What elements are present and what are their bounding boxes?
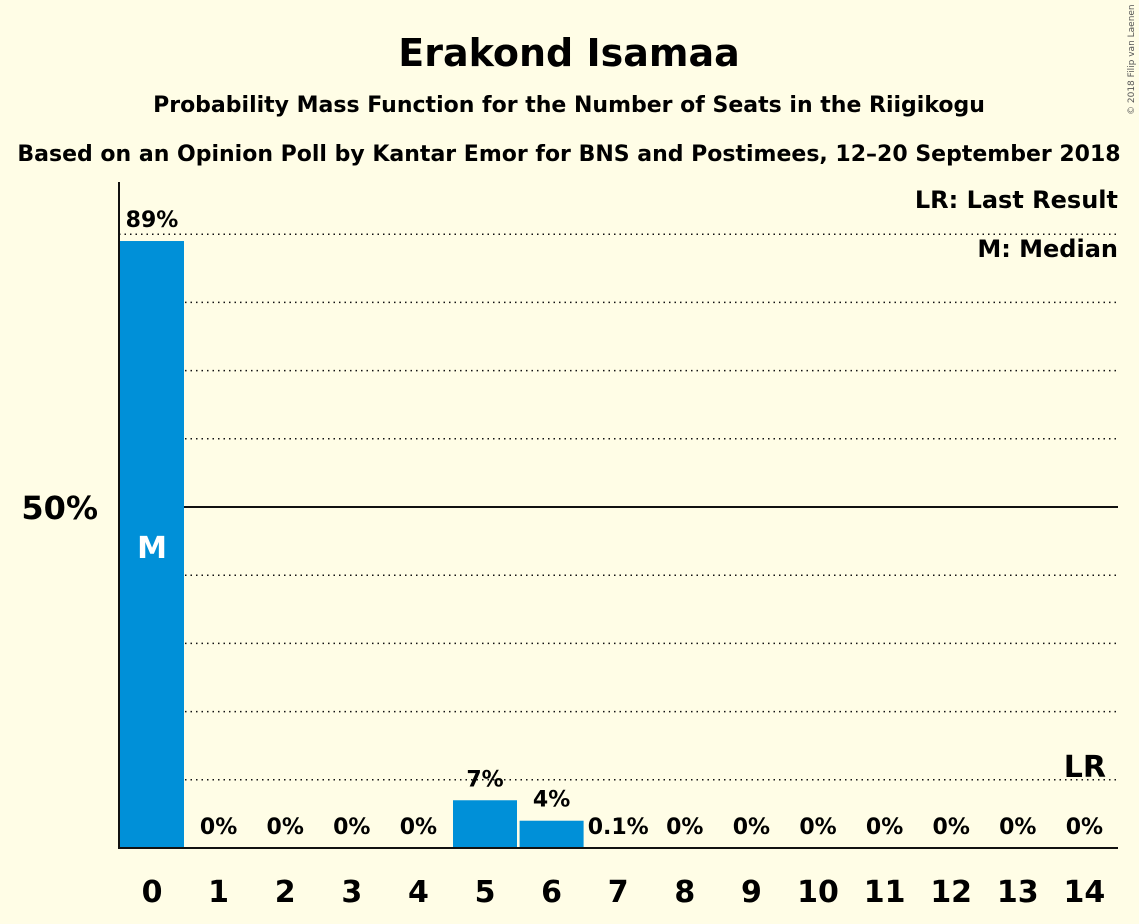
data-label-seat-12: 0%: [933, 815, 970, 840]
median-marker: M: [137, 531, 167, 566]
bars: [120, 241, 651, 848]
gridlines: [119, 233, 1118, 781]
data-label-seat-0: 89%: [126, 208, 179, 233]
data-label-seat-8: 0%: [666, 815, 703, 840]
x-tick-label: 11: [864, 875, 906, 910]
data-label-seat-1: 0%: [200, 815, 237, 840]
data-label-seat-13: 0%: [999, 815, 1036, 840]
x-tick-label: 8: [674, 875, 695, 910]
x-tick-label: 10: [797, 875, 839, 910]
legend-median: M: Median: [977, 235, 1118, 263]
data-label-seat-6: 4%: [533, 788, 570, 813]
data-label-seat-14: 0%: [1066, 815, 1103, 840]
legend-last-result: LR: Last Result: [915, 186, 1118, 214]
last-result-marker: LR: [1064, 750, 1106, 785]
data-label-seat-5: 7%: [466, 767, 503, 792]
x-tick-label: 7: [608, 875, 629, 910]
bar-seat-6: [519, 820, 584, 848]
x-tick-label: 13: [997, 875, 1039, 910]
chart-source: Based on an Opinion Poll by Kantar Emor …: [17, 142, 1120, 167]
bar-seat-0: [120, 241, 184, 848]
data-labels: 89% 0% 0% 0% 0% 7% 4% 0.1% 0% 0% 0% 0% 0% 0% 0% M LR: [126, 208, 1106, 840]
copyright: © 2018 Filip van Laenen: [1127, 4, 1137, 115]
x-tick-label: 2: [275, 875, 296, 910]
x-tick-label: 5: [475, 875, 496, 910]
x-tick-label: 14: [1064, 875, 1106, 910]
x-tick-label: 1: [208, 875, 229, 910]
data-label-seat-7: 0.1%: [588, 815, 649, 840]
x-tick-label: 12: [930, 875, 972, 910]
x-tick-label: 4: [408, 875, 429, 910]
y-tick-label: 50%: [21, 489, 98, 527]
data-label-seat-10: 0%: [799, 815, 836, 840]
data-label-seat-4: 0%: [400, 815, 437, 840]
chart-title: Erakond Isamaa: [398, 31, 739, 75]
data-label-seat-11: 0%: [866, 815, 903, 840]
data-label-seat-3: 0%: [333, 815, 370, 840]
x-tick-label: 0: [142, 875, 163, 910]
data-label-seat-2: 0%: [267, 815, 304, 840]
data-label-seat-9: 0%: [733, 815, 770, 840]
chart-subtitle: Probability Mass Function for the Number…: [153, 93, 985, 118]
x-tick-labels: 0 1 2 3 4 5 6 7 8 9 10 11 12 13 14: [142, 875, 1106, 910]
x-tick-label: 9: [741, 875, 762, 910]
y-tick-labels: 50%: [21, 489, 98, 527]
x-tick-label: 3: [341, 875, 362, 910]
x-tick-label: 6: [541, 875, 562, 910]
bar-seat-5: [453, 800, 517, 848]
